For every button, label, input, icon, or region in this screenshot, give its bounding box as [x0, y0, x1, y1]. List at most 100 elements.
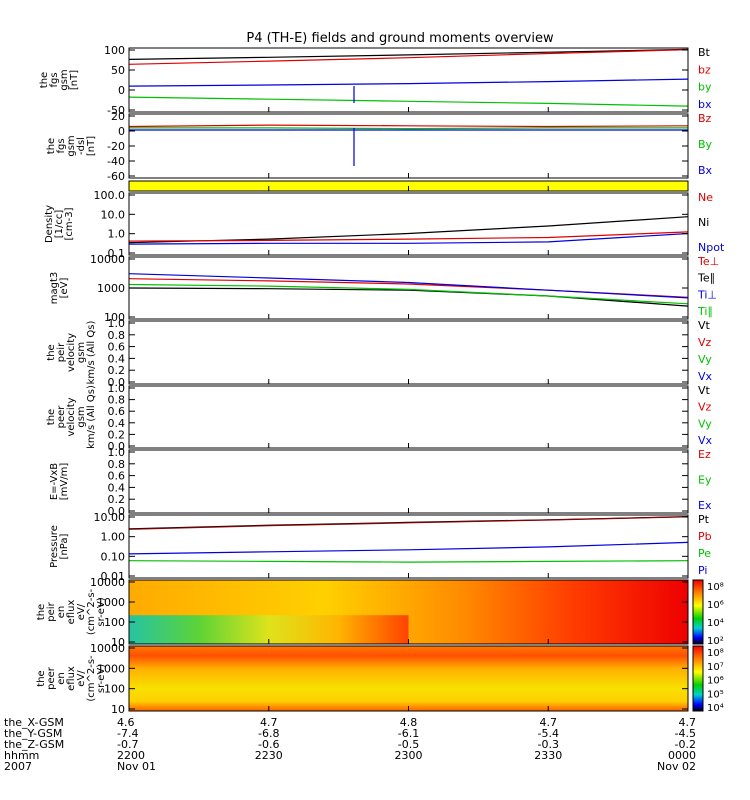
y-tick-label: 1000 — [97, 662, 125, 675]
legend-Bx: Bx — [698, 164, 713, 177]
y-axis-label: [cm-3] — [64, 207, 75, 240]
panel-efield: 1.00.80.60.40.20.0 E=-VxB [mV/m] Ez Ey Ex — [49, 446, 712, 518]
panel-pressure: 10.00 1.00 0.10 0.01 Pressure [nPa] Pt Pb Pe Pi — [49, 511, 712, 583]
x-axis-value: -0.6 — [258, 738, 279, 751]
y-axis-label: eV/ — [76, 603, 87, 620]
panel-peir_velocity: 1.00.80.60.40.20.0 the peir velocity gsm km/s… — [46, 317, 713, 389]
x-axis-value: -0.5 — [398, 738, 419, 751]
y-axis-label: [nPa] — [59, 533, 70, 559]
y-tick-label: 100 — [104, 44, 125, 57]
y-axis-label: [nT] — [69, 70, 80, 90]
x-axis-value: 2230 — [255, 749, 283, 762]
panel-fgs_gsm: 100 50 0 -50 the fgs gsm [nT] Bt bz by bx — [39, 44, 712, 117]
y-tick-label: -60 — [107, 170, 125, 183]
x-axis-value: 2300 — [395, 749, 423, 762]
y-tick-label: 0.0 — [108, 440, 126, 453]
x-row-label: the_X-GSM — [4, 716, 64, 729]
colorbar-tick-label: 10⁷ — [707, 662, 724, 673]
y-tick-label: -40 — [107, 155, 125, 168]
panel-peer_eflux: 10000 1000 100 10 the peer en eflux eV/(cm^2-s-s… — [36, 642, 724, 716]
colorbar — [692, 645, 704, 712]
legend-Vt: Vt — [698, 384, 711, 397]
series-fgs_gsm-by — [128, 96, 689, 107]
series-density-Npot — [128, 232, 689, 245]
legend-Ni: Ni — [698, 216, 709, 229]
panel-fgs_gsm_dsl: 20 0 -20 -40 -60 the fgs gsm -dsl [nT] Bz By Bx — [46, 110, 713, 183]
x-axis-value: Nov 01 — [117, 760, 156, 773]
y-axis-label: peer — [46, 666, 57, 690]
y-axis-label: -dsl — [76, 137, 87, 155]
y-tick-label: 0.6 — [108, 341, 126, 354]
y-tick-label: 1.0 — [108, 382, 126, 395]
y-axis-label: [mV/m] — [59, 463, 70, 501]
y-tick-label: 100.0 — [94, 189, 126, 202]
y-axis-label: peer — [56, 405, 67, 429]
legend-Ez: Ez — [698, 448, 711, 461]
x-axis-value: -0.7 — [117, 738, 138, 751]
x-axis-value: 4.7 — [679, 716, 697, 729]
y-tick-label: 10.0 — [101, 208, 126, 221]
x-axis-value: -6.1 — [398, 727, 419, 740]
colorbar-tick-label: 10⁶ — [707, 676, 724, 687]
panel-frame — [128, 385, 689, 449]
x-axis-value: -0.2 — [675, 738, 696, 751]
series-temperature-Ti∥ — [128, 283, 689, 305]
legend-By: By — [698, 138, 713, 151]
x-axis-value: -0.3 — [538, 738, 559, 751]
y-axis-label: Pressure — [49, 525, 60, 568]
x-axis-value: -4.5 — [675, 727, 696, 740]
y-axis-label: peir — [46, 601, 57, 621]
legend-bx: bx — [698, 98, 712, 111]
colorbar-tick-label: 10⁸ — [707, 648, 724, 659]
legend-Vy: Vy — [698, 353, 712, 366]
y-axis-label: (cm^2-s- — [86, 655, 97, 702]
y-axis-label: gsm — [66, 135, 77, 156]
y-tick-label: 10 — [111, 703, 125, 716]
panel-peir_eflux: 10000 1000 100 10 the peir en eflux eV/(cm^2-s-s… — [36, 576, 724, 649]
legend-Ti∥: Ti∥ — [697, 305, 713, 318]
y-tick-label: -20 — [107, 140, 125, 153]
x-axis-value: 4.6 — [117, 716, 135, 729]
y-tick-label: 0.4 — [108, 481, 126, 494]
series-temperature-Ti⊥ — [128, 273, 689, 299]
legend-Vz: Vz — [698, 401, 712, 414]
y-axis-label: the — [46, 344, 57, 360]
x-axis-value: 2330 — [534, 749, 562, 762]
legend-Bz: Bz — [698, 112, 712, 125]
y-tick-label: 10000 — [90, 642, 125, 655]
panel-frame — [128, 514, 689, 579]
panel-frame — [128, 113, 689, 179]
y-axis-label: the — [39, 72, 50, 88]
series-pressure-Pb — [128, 516, 689, 530]
y-axis-label: eflux — [66, 600, 77, 625]
y-tick-label: 1.0 — [108, 317, 126, 330]
y-axis-label: gsm — [76, 406, 87, 427]
series-density-Ne — [128, 231, 689, 242]
legend-Te∥: Te∥ — [697, 272, 715, 285]
series-fgs_gsm-bx — [128, 78, 689, 87]
series-fgs_gsm-bz — [128, 49, 689, 65]
colorbar — [692, 579, 704, 645]
y-tick-label: 0.01 — [101, 570, 126, 583]
y-axis-label: velocity — [66, 333, 77, 372]
colorbar-tick-label: 10⁴ — [707, 703, 724, 714]
y-axis-label: km/s (All Qs) — [86, 385, 97, 449]
legend-Npot: Npot — [698, 241, 725, 254]
legend-by: by — [698, 81, 712, 94]
colorbar-tick-label: 10⁵ — [707, 689, 724, 700]
legend-Ey: Ey — [698, 474, 712, 487]
y-tick-label: 10000 — [90, 253, 125, 266]
legend-Vz: Vz — [698, 336, 712, 349]
y-tick-label: 0.6 — [108, 470, 126, 483]
legend-Pt: Pt — [698, 513, 710, 526]
x-axis-value: 4.8 — [400, 716, 418, 729]
chart-title: P4 (TH-E) fields and ground moments over… — [246, 31, 554, 46]
y-tick-label: 0.0 — [108, 505, 126, 518]
y-axis-label: eV/ — [76, 670, 87, 687]
legend-Te⊥: Te⊥ — [697, 255, 719, 268]
y-tick-label: 0.8 — [108, 394, 126, 407]
y-axis-label: the — [46, 138, 57, 154]
y-tick-label: 100 — [104, 311, 125, 324]
x-axis-value: -6.8 — [258, 727, 279, 740]
